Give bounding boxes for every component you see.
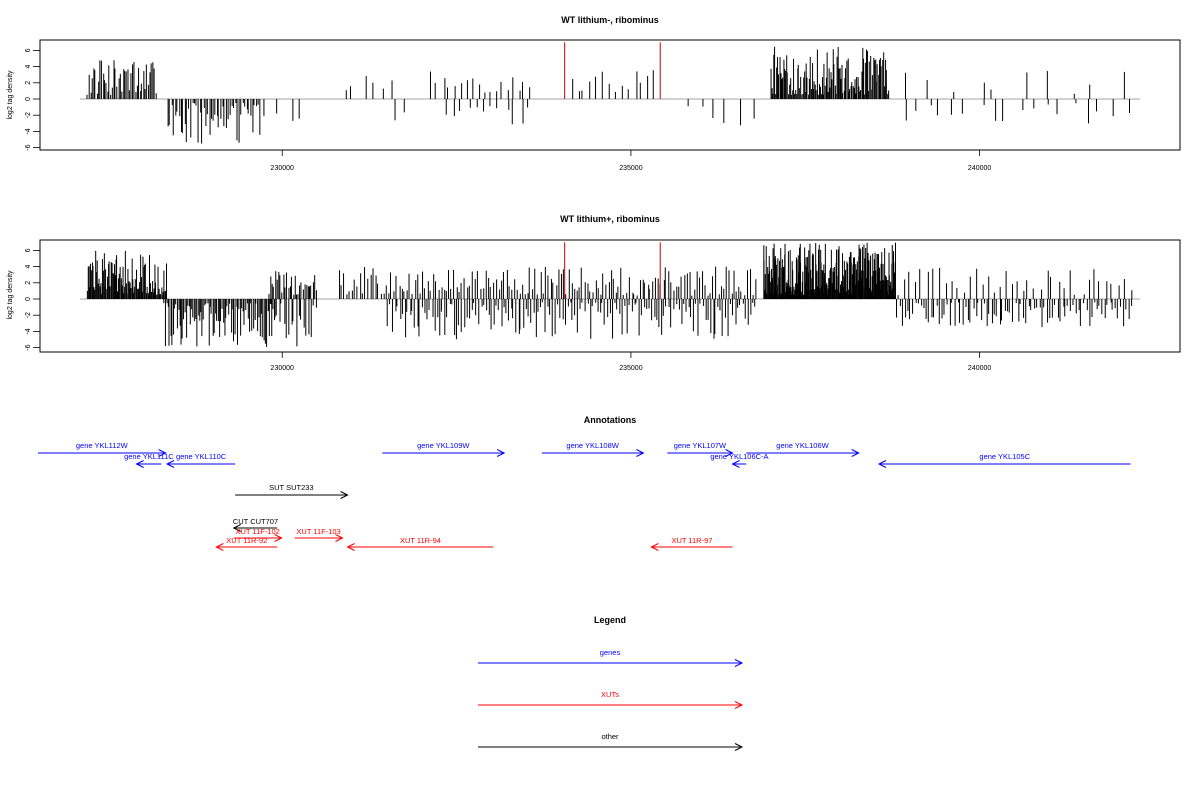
y-tick-label: 6 (25, 48, 32, 52)
feature-label: gene YKL111C (124, 452, 174, 461)
annotation-feature: gene YKL111C (124, 452, 174, 468)
feature-arrow-arrowhead (636, 449, 645, 457)
panel1-title: WT lithium-, ribominus (561, 15, 659, 25)
annotation-feature: gene YKL109W (382, 441, 506, 457)
y-tick-label: -6 (25, 344, 32, 350)
feature-arrow-arrowhead (165, 460, 175, 468)
annotation-feature: XUT 11F-103 (294, 527, 344, 542)
legend-label: XUTs (601, 690, 619, 699)
feature-label: XUT 11R-94 (400, 536, 441, 545)
legend-items: genes XUTs other (478, 648, 744, 751)
x-tick-label: 240000 (968, 365, 991, 372)
y-tick-label: 4 (25, 265, 32, 269)
annotation-feature: gene YKL105C (877, 452, 1131, 468)
x-tick-label: 230000 (271, 365, 294, 372)
annotation-feature: SUT SUT233 (235, 483, 349, 499)
feature-arrow-arrowhead (731, 460, 740, 468)
annotation-feature: gene YKL106C-A (710, 452, 769, 468)
panel1-ylabel: log2 tag density (7, 70, 14, 120)
feature-label: gene YKL105C (979, 452, 1030, 461)
panel2-frame (39, 239, 1181, 353)
legend-arrow-arrowhead (734, 701, 744, 709)
feature-label: CUT CUT707 (233, 517, 278, 526)
feature-label: gene YKL108W (566, 441, 619, 450)
feature-label: gene YKL109W (417, 441, 470, 450)
y-tick-label: 6 (25, 248, 32, 252)
y-tick-label: -4 (25, 128, 32, 134)
feature-label: gene YKL106W (776, 441, 829, 450)
feature-label: gene YKL107W (674, 441, 727, 450)
legend-item: XUTs (478, 690, 744, 709)
feature-label: XUT 11F-103 (296, 527, 340, 536)
panel2-bars (80, 242, 1140, 347)
annotation-feature: gene YKL107W (667, 441, 734, 457)
feature-arrow-arrowhead (340, 491, 349, 499)
y-tick-label: 2 (25, 81, 32, 85)
annotation-feature: CUT CUT707 (232, 517, 278, 532)
legend-title: Legend (594, 615, 626, 625)
panel2-ylabel: log2 tag density (7, 270, 14, 320)
y-tick-label: -6 (25, 144, 32, 150)
feature-arrow-arrowhead (725, 449, 734, 457)
y-tick-label: 0 (25, 297, 32, 301)
feature-label: XUT 11F-102 (236, 527, 280, 536)
panel1-bars (80, 42, 1140, 144)
y-tick-label: 0 (25, 97, 32, 101)
panel1-frame (39, 39, 1181, 151)
y-tick-label: -2 (25, 112, 32, 118)
feature-arrow-arrowhead (496, 449, 506, 457)
panel2-title: WT lithium+, ribominus (560, 214, 660, 224)
x-tick-label: 240000 (968, 165, 991, 172)
annotation-feature: gene YKL110C (165, 452, 236, 468)
feature-arrow-arrowhead (335, 534, 344, 542)
y-tick-label: -2 (25, 312, 32, 318)
feature-arrow-arrowhead (215, 543, 224, 551)
feature-label: gene YKL110C (176, 452, 227, 461)
feature-label: gene YKL106C-A (710, 452, 768, 461)
annotation-feature: gene YKL106W (746, 441, 860, 457)
feature-label: XUT 11R-92 (226, 536, 267, 545)
annotation-feature: XUT 11F-102 (233, 527, 283, 542)
feature-arrow-arrowhead (851, 449, 860, 457)
legend-label: other (601, 732, 619, 741)
annotation-feature: XUT 11R-97 (650, 536, 733, 551)
annotation-features: gene YKL112W gene YKL111C gene YKL110C gene… (38, 441, 1131, 551)
panel-lithium-plus: WT lithium+, ribominus log2 tag density … (7, 214, 1181, 372)
annotation-feature: XUT 11R-92 (215, 536, 278, 551)
legend-item: genes (478, 648, 744, 667)
feature-label: XUT 11R-97 (671, 536, 712, 545)
annotation-feature: gene YKL112W (38, 441, 167, 457)
panel2-axes: 6 4 2 0 -2 -4 -6 230000 235000 240000 (25, 248, 991, 372)
feature-arrow-arrowhead (650, 543, 659, 551)
feature-label: gene YKL112W (76, 441, 129, 450)
legend-arrow-arrowhead (734, 659, 744, 667)
y-tick-label: 2 (25, 281, 32, 285)
annotations-title: Annotations (584, 415, 637, 425)
panel-lithium-minus: WT lithium-, ribominus log2 tag density … (7, 15, 1181, 172)
legend-item: other (478, 732, 744, 751)
feature-label: SUT SUT233 (269, 483, 313, 492)
annotation-feature: gene YKL108W (541, 441, 645, 457)
feature-arrow-arrowhead (135, 460, 144, 468)
y-tick-label: 4 (25, 65, 32, 69)
feature-arrow-arrowhead (346, 543, 355, 551)
x-tick-label: 235000 (619, 165, 642, 172)
legend-panel: Legend genes XUTs other (478, 615, 744, 751)
annotation-feature: XUT 11R-94 (346, 536, 494, 551)
feature-arrow-arrowhead (877, 460, 887, 468)
feature-arrow-arrowhead (158, 449, 167, 457)
legend-arrow-arrowhead (734, 743, 744, 751)
feature-arrow-arrowhead (232, 524, 241, 532)
panel1-axes: 6 4 2 0 -2 -4 -6 230000 235000 240000 (25, 48, 991, 172)
x-tick-label: 230000 (271, 165, 294, 172)
y-tick-label: -4 (25, 328, 32, 334)
x-tick-label: 235000 (619, 365, 642, 372)
legend-label: genes (600, 648, 621, 657)
feature-arrow-arrowhead (274, 534, 283, 542)
